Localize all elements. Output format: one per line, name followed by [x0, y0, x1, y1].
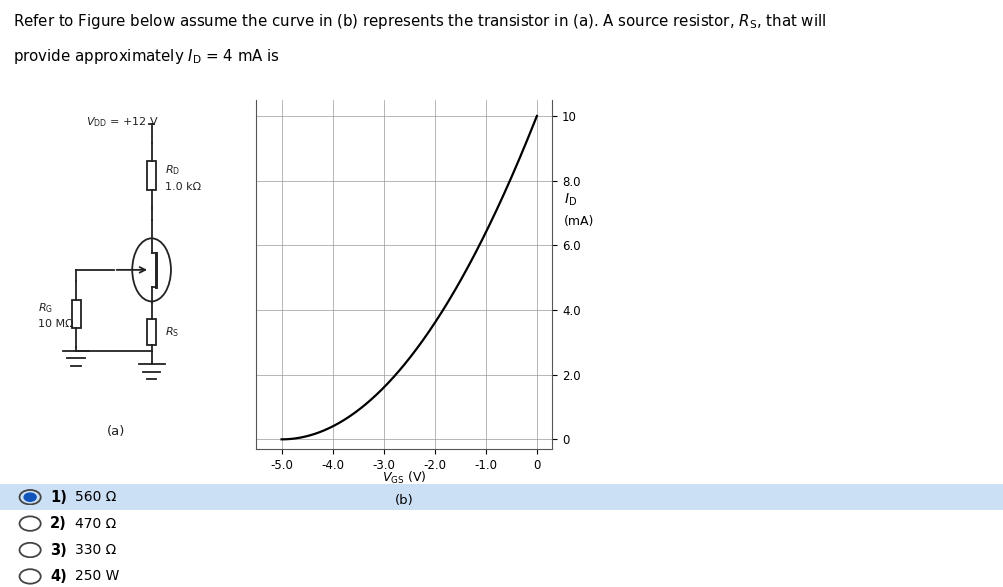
- Bar: [147, 319, 155, 346]
- Text: 2): 2): [50, 516, 67, 531]
- Text: 1.0 kΩ: 1.0 kΩ: [164, 182, 201, 192]
- Text: $V_\mathrm{GS}$ (V): $V_\mathrm{GS}$ (V): [382, 470, 426, 485]
- Text: $R_\mathrm{S}$: $R_\mathrm{S}$: [164, 325, 179, 339]
- Text: Refer to Figure below assume the curve in (b) represents the transistor in (a). : Refer to Figure below assume the curve i…: [13, 12, 825, 31]
- Circle shape: [24, 493, 36, 501]
- Bar: [147, 161, 155, 190]
- Text: 1): 1): [50, 490, 67, 505]
- Text: 10 MΩ: 10 MΩ: [38, 319, 74, 329]
- Text: $V_\mathrm{DD}$ = +12 V: $V_\mathrm{DD}$ = +12 V: [85, 115, 158, 129]
- Text: provide approximately $I_\mathrm{D}$ = 4 mA is: provide approximately $I_\mathrm{D}$ = 4…: [13, 47, 280, 66]
- Text: $R_\mathrm{G}$: $R_\mathrm{G}$: [38, 301, 53, 315]
- Text: 3): 3): [50, 542, 67, 558]
- Text: 470 Ω: 470 Ω: [75, 517, 116, 531]
- Text: 560 Ω: 560 Ω: [75, 490, 116, 504]
- Text: 4): 4): [50, 569, 67, 584]
- Text: 250 W: 250 W: [75, 569, 119, 583]
- Text: (a): (a): [107, 425, 125, 438]
- Bar: [71, 300, 80, 329]
- Text: (mA): (mA): [564, 215, 594, 228]
- Text: (b): (b): [395, 494, 413, 507]
- Text: $I_\mathrm{D}$: $I_\mathrm{D}$: [564, 191, 577, 208]
- Text: $R_\mathrm{D}$: $R_\mathrm{D}$: [164, 163, 180, 177]
- Text: 330 Ω: 330 Ω: [75, 543, 116, 557]
